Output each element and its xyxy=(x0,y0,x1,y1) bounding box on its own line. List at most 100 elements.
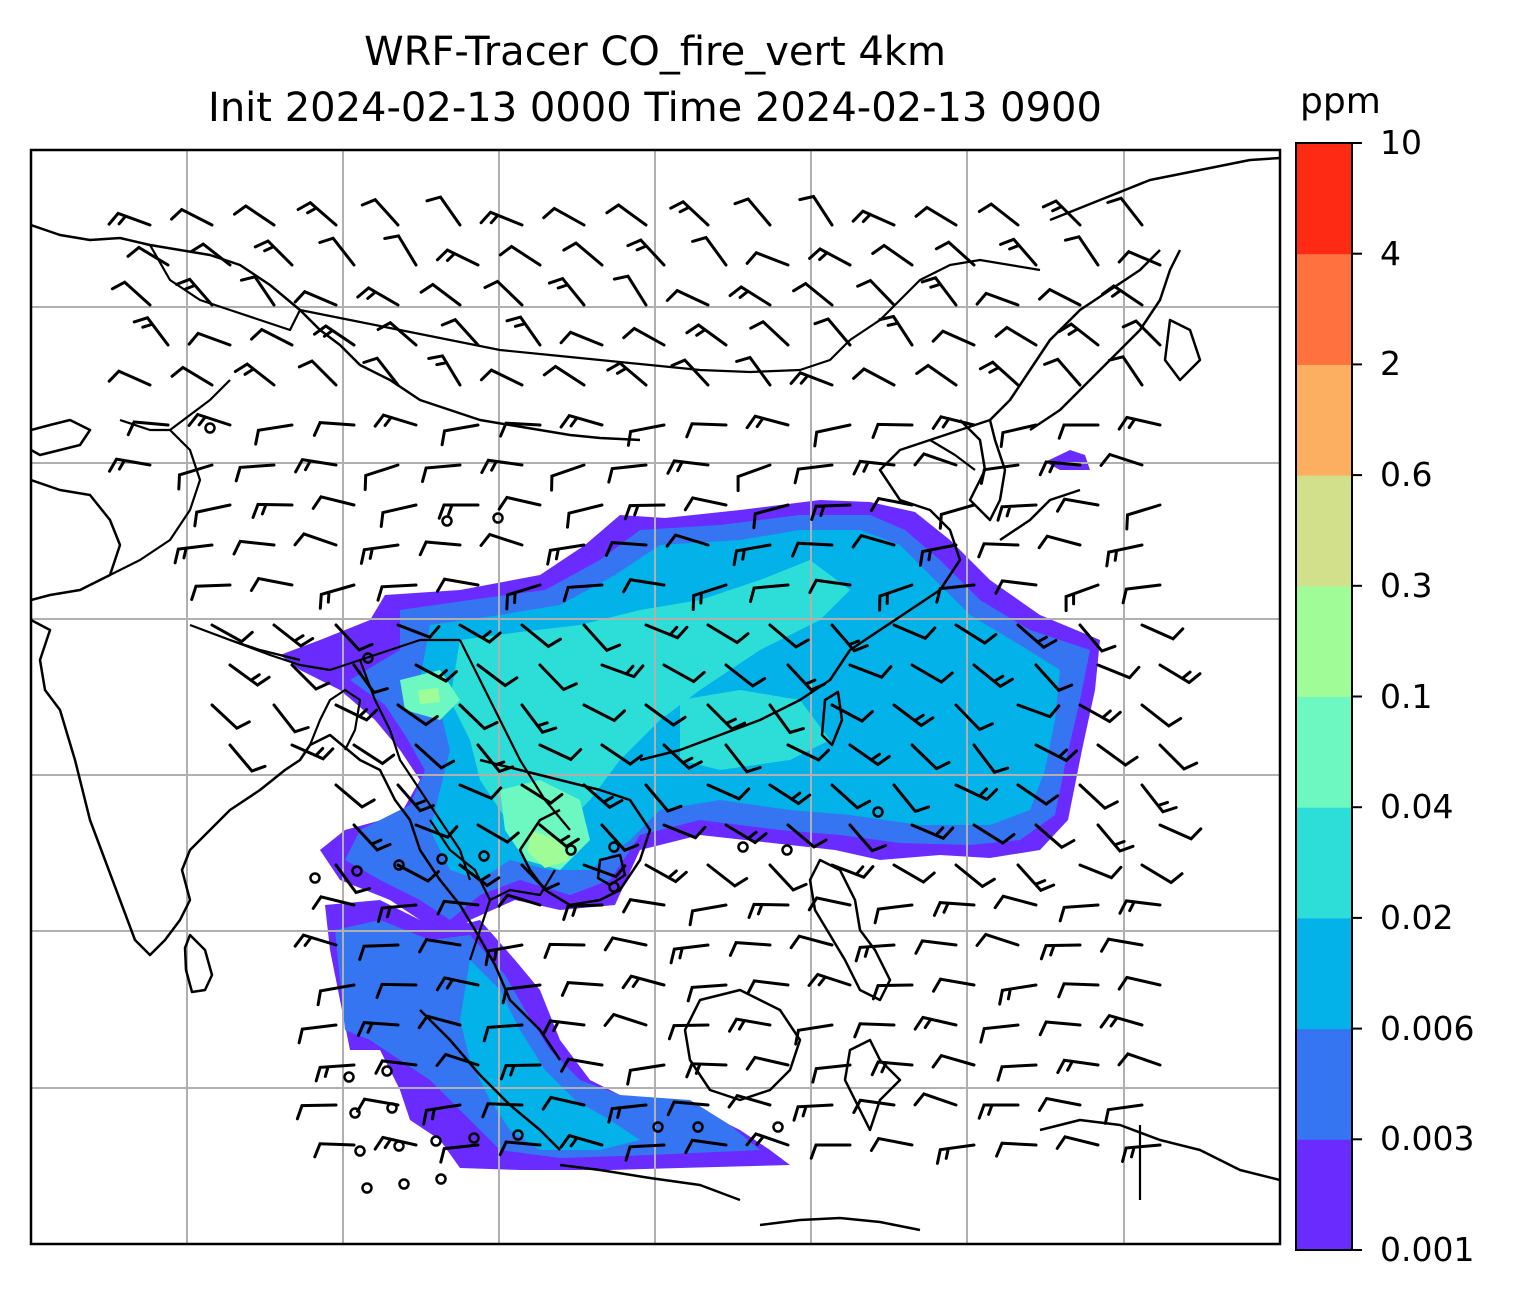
calm-wind-marker xyxy=(398,1178,410,1190)
wind-barb xyxy=(938,503,976,530)
wind-barb xyxy=(727,1093,772,1109)
wind-barb xyxy=(666,1100,710,1117)
wind-barb xyxy=(809,1143,852,1160)
wind-barb xyxy=(126,420,170,437)
wind-barb xyxy=(644,783,683,813)
wind-barb xyxy=(538,743,583,762)
wind-barb xyxy=(621,974,666,990)
wind-barb xyxy=(892,863,936,884)
wind-barb xyxy=(318,236,356,267)
wind-barb xyxy=(334,863,371,895)
calm-wind-marker xyxy=(492,512,504,524)
wind-barb xyxy=(543,942,586,959)
coastline-philippines xyxy=(808,858,892,1002)
wind-barb xyxy=(313,1142,356,1159)
wind-barb xyxy=(706,783,751,801)
wind-barb xyxy=(792,1103,834,1122)
wind-barb xyxy=(972,823,1016,845)
wind-barb xyxy=(954,863,996,889)
wind-barb xyxy=(853,1022,896,1039)
wind-barb xyxy=(482,1023,524,1043)
wind-barb xyxy=(606,361,648,387)
wind-barb xyxy=(1078,703,1122,724)
wind-barb xyxy=(481,1102,524,1119)
tracer-region-level-3-south xyxy=(460,960,640,1150)
wind-barb xyxy=(662,663,706,684)
coastline-timor xyxy=(759,1216,921,1232)
coastline-bay-of-bengal xyxy=(309,733,562,1061)
coastline-indochina xyxy=(479,758,652,907)
wind-barb xyxy=(293,933,338,948)
wind-barb xyxy=(547,276,586,307)
border-nepal xyxy=(229,638,301,662)
wind-barb xyxy=(979,463,1020,485)
coastline-central-asia xyxy=(31,223,641,442)
wind-barb xyxy=(954,783,999,802)
wind-barb xyxy=(251,502,294,519)
wind-barb xyxy=(175,277,214,307)
wind-barb xyxy=(852,1098,896,1115)
wind-barb xyxy=(728,285,772,307)
wind-barb xyxy=(1158,663,1202,685)
colorbar-tick-label: 0.02 xyxy=(1380,897,1454,937)
calm-wind-marker xyxy=(441,515,453,527)
border-north-korea xyxy=(929,439,976,471)
wind-barb xyxy=(1034,663,1074,693)
wind-barb xyxy=(914,205,958,227)
wind-barb xyxy=(794,1023,834,1046)
wind-barb xyxy=(497,893,542,908)
wind-barbs xyxy=(107,194,1203,1194)
wind-barb xyxy=(706,623,750,645)
wind-barb xyxy=(484,943,524,967)
wind-barb xyxy=(871,983,914,1001)
wind-barb xyxy=(979,1023,1020,1044)
wind-barb xyxy=(977,202,1020,227)
wind-barb xyxy=(683,496,728,512)
border-kazakhstan xyxy=(149,244,301,332)
wind-barb xyxy=(582,863,627,879)
wind-barb xyxy=(1105,543,1144,568)
wind-barb xyxy=(356,286,400,307)
coastline-java xyxy=(559,1163,741,1202)
calm-wind-marker xyxy=(381,1065,393,1077)
wind-barb xyxy=(913,1092,958,1107)
wind-barb xyxy=(892,783,931,814)
calm-wind-marker xyxy=(608,841,620,853)
coastline-caspian xyxy=(31,418,92,457)
wind-barb xyxy=(813,317,852,347)
wind-barb xyxy=(419,282,462,307)
colorbar-tick-label: 4 xyxy=(1380,233,1401,273)
wind-barb xyxy=(562,241,604,267)
colorbar-tick-label: 0.006 xyxy=(1380,1008,1475,1048)
colorbar-tick-label: 10 xyxy=(1380,123,1422,162)
wind-barb xyxy=(562,583,604,603)
wind-barb xyxy=(768,703,805,735)
wind-barb xyxy=(999,423,1038,448)
wind-barb xyxy=(791,541,834,558)
wind-barb xyxy=(1037,1096,1082,1112)
wind-barb xyxy=(479,368,524,387)
wind-barb xyxy=(427,354,462,387)
wind-barb xyxy=(170,207,214,227)
wind-barb xyxy=(607,1103,648,1124)
wind-barb xyxy=(294,458,338,474)
wind-barb xyxy=(1140,783,1178,814)
calm-wind-marker xyxy=(872,806,884,818)
colorbar-tick-label: 0.04 xyxy=(1380,787,1454,827)
tracer-region-level-4-east xyxy=(680,690,830,770)
wind-barb xyxy=(813,423,852,448)
wind-barb xyxy=(499,421,542,438)
wind-barb xyxy=(746,979,790,995)
border-russia-china xyxy=(849,258,1041,341)
wind-barb xyxy=(559,1133,604,1149)
wind-barb xyxy=(560,1057,604,1073)
wind-barb xyxy=(542,1019,586,1035)
wind-barb xyxy=(1117,1052,1162,1067)
wind-barb xyxy=(1096,743,1139,767)
wind-barb xyxy=(132,316,170,347)
calm-wind-marker xyxy=(343,1071,355,1083)
wind-barb xyxy=(352,743,396,766)
wind-barb xyxy=(363,463,400,491)
wind-barb xyxy=(624,1143,666,1162)
